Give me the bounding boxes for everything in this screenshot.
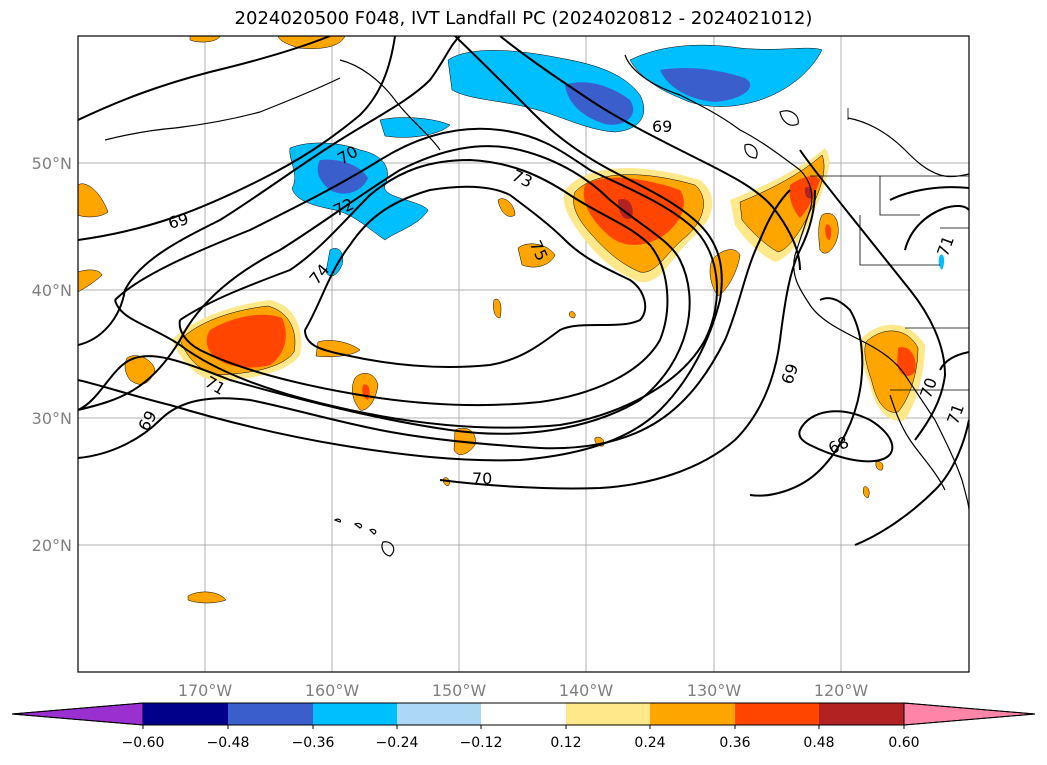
colorbar-tick-label: −0.12 [460, 735, 503, 751]
colorbar-tick-label: −0.24 [376, 735, 419, 751]
colorbar-tick-label: 0.24 [634, 735, 665, 751]
colorbar-segment [228, 703, 313, 725]
contour-label: 69 [652, 117, 672, 136]
plot-frame [77, 35, 970, 673]
longitude-labels: 170°W 160°W 150°W 140°W 130°W 120°W [178, 681, 869, 700]
colorbar-extend-low [11, 702, 144, 726]
colorbar-segment [143, 703, 228, 725]
colorbar-segment [819, 703, 904, 725]
colorbar-segment [313, 703, 397, 725]
map-plot-area: 70 69 72 74 73 75 69 71 69 70 69 68 70 7… [78, 36, 969, 672]
colorbar-extend-high [903, 702, 1036, 726]
colorbar-tick-label: 0.60 [888, 735, 919, 751]
colorbar-tick-label: −0.48 [207, 735, 250, 751]
colorbar-tick-label: −0.36 [292, 735, 335, 751]
lat-label: 20°N [32, 536, 72, 555]
contour-label: 69 [166, 209, 191, 233]
colorbar-tick-label: 0.36 [719, 735, 750, 751]
lat-label: 30°N [32, 409, 72, 428]
contour-label: 70 [472, 469, 492, 488]
colorbar-segment [397, 703, 481, 725]
ivt-contours [78, 36, 969, 546]
colorbar-segment [650, 703, 735, 725]
map-title: 2024020500 F048, IVT Landfall PC (202402… [234, 8, 813, 29]
latitude-labels: 50°N 40°N 30°N 20°N [32, 154, 72, 555]
colorbar-segment [735, 703, 819, 725]
colorbar-segment [566, 703, 650, 725]
colorbar-segment [481, 703, 566, 725]
lat-label: 50°N [32, 154, 72, 173]
lon-label: 170°W [178, 681, 233, 700]
lon-label: 120°W [814, 681, 869, 700]
lon-label: 140°W [559, 681, 614, 700]
colorbar-tick-label: −0.60 [122, 735, 165, 751]
lon-label: 130°W [687, 681, 742, 700]
colorbar-tick-label: 0.48 [803, 735, 834, 751]
negative-pc-shading [289, 44, 945, 277]
colorbar-tick-label: 0.12 [550, 735, 581, 751]
borders [810, 108, 969, 391]
lon-label: 160°W [305, 681, 360, 700]
colorbar: −0.60 −0.48 −0.36 −0.24 −0.12 0.12 0.24 … [11, 702, 1036, 751]
lon-label: 150°W [432, 681, 487, 700]
lat-label: 40°N [32, 281, 72, 300]
